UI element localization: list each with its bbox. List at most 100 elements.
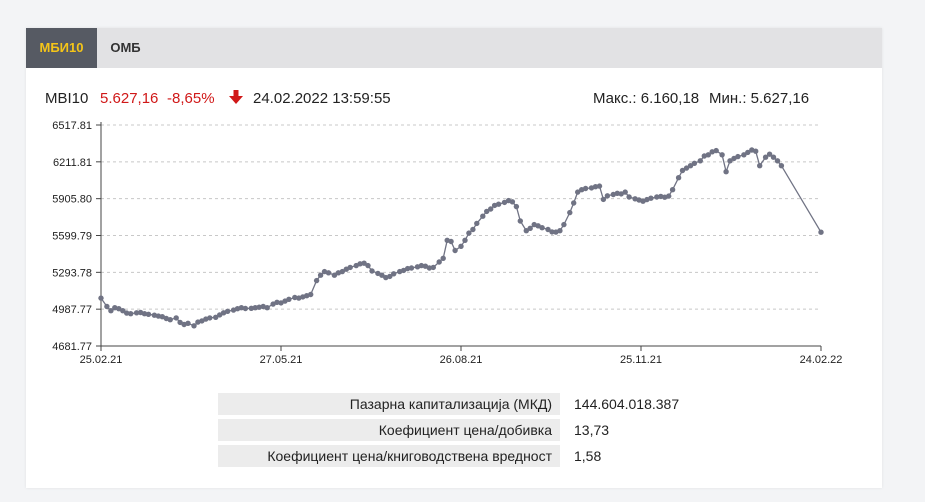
- data-point: [774, 158, 781, 164]
- data-point: [141, 311, 148, 317]
- data-point: [167, 317, 173, 323]
- data-point: [705, 152, 711, 158]
- data-point: [313, 277, 320, 284]
- y-tick-label: 6211.81: [53, 157, 92, 169]
- pb-ratio-value: 1,58: [574, 448, 602, 464]
- data-point: [675, 175, 682, 181]
- data-point: [256, 304, 262, 310]
- data-point: [523, 228, 529, 234]
- data-point: [549, 229, 555, 235]
- x-tick-label: 24.02.22: [800, 354, 843, 366]
- data-point: [339, 268, 345, 275]
- data-point: [347, 264, 353, 271]
- data-point: [191, 323, 197, 329]
- data-point: [264, 305, 270, 311]
- data-point: [365, 262, 371, 269]
- index-line-chart: 4681.77 4987.77 5293.78 5599.79 5905.80 6211.…: [52, 120, 843, 366]
- data-point: [470, 226, 476, 233]
- data-point: [561, 221, 567, 228]
- y-tick-label: 5905.80: [52, 194, 92, 206]
- quote-datetime: 24.02.2022 13:59:55: [253, 90, 391, 107]
- data-point: [387, 273, 393, 280]
- data-point: [452, 247, 458, 254]
- data-point: [735, 153, 741, 160]
- data-point: [145, 311, 152, 317]
- data-point: [697, 158, 703, 164]
- data-point: [539, 225, 545, 231]
- data-point: [317, 272, 324, 278]
- pe-ratio-value: 13,73: [574, 422, 610, 438]
- index-name: MBI10: [45, 90, 89, 107]
- data-point: [770, 154, 777, 160]
- pb-ratio-label: Коефициент цена/книговодствена вредност: [218, 445, 560, 467]
- data-point: [120, 308, 126, 314]
- data-point: [286, 296, 292, 302]
- data-point: [248, 305, 254, 311]
- data-point: [713, 147, 719, 154]
- index-change: -8,65%: [167, 90, 215, 107]
- data-point: [488, 206, 494, 212]
- data-point: [517, 218, 523, 224]
- market-cap-value: 144.604.018.387: [574, 396, 680, 412]
- data-point: [108, 308, 114, 314]
- data-point: [683, 165, 690, 171]
- data-point: [545, 226, 551, 233]
- data-point: [104, 303, 110, 310]
- data-point: [753, 148, 759, 154]
- data-point: [213, 314, 219, 320]
- data-point: [669, 187, 676, 193]
- market-cap-label: Пазарна капитализација (МКД): [218, 393, 560, 415]
- x-tick-label: 25.02.21: [80, 354, 123, 366]
- data-point: [185, 320, 191, 326]
- data-point: [596, 183, 603, 189]
- data-point: [622, 189, 628, 195]
- data-point: [116, 306, 122, 312]
- data-point: [466, 230, 472, 236]
- data-point: [604, 193, 611, 199]
- tab-omb[interactable]: ОМБ: [110, 40, 141, 55]
- stats-row: Коефициент цена/добивка 13,73: [218, 419, 679, 441]
- data-point: [480, 213, 486, 219]
- data-point: [666, 193, 672, 199]
- data-point: [509, 199, 516, 205]
- data-point: [600, 196, 607, 203]
- data-point: [727, 158, 733, 164]
- x-tick-label: 26.08.21: [440, 354, 483, 366]
- stats-row: Коефициент цена/книговодствена вредност …: [218, 445, 679, 467]
- data-point: [440, 255, 446, 261]
- data-point: [238, 305, 245, 311]
- data-point: [654, 194, 660, 200]
- x-tick-label: 27.05.21: [260, 354, 303, 366]
- data-point: [98, 295, 104, 301]
- data-point: [691, 160, 698, 166]
- data-point: [757, 163, 763, 169]
- data-point: [557, 228, 563, 234]
- max-value: Макс.: 6.160,18: [593, 90, 700, 107]
- data-point: [575, 189, 581, 195]
- data-point: [474, 220, 480, 227]
- stats-row: Пазарна капитализација (МКД) 144.604.018…: [218, 393, 679, 415]
- data-point: [484, 208, 490, 215]
- data-point: [719, 152, 725, 158]
- data-point: [495, 201, 502, 207]
- data-point: [391, 271, 397, 277]
- index-value: 5.627,16: [100, 90, 159, 107]
- data-point: [274, 299, 280, 305]
- tab-bar: МБИ10 ОМБ: [26, 28, 882, 68]
- y-tick-label: 5293.78: [52, 267, 92, 279]
- data-point: [571, 200, 577, 206]
- x-tick-label: 25.11.21: [620, 354, 662, 366]
- data-point: [513, 203, 520, 210]
- data-point: [177, 319, 183, 326]
- data-point: [679, 167, 686, 174]
- data-point: [818, 229, 824, 235]
- data-point: [379, 272, 385, 278]
- y-tick-label: 4681.77: [52, 341, 92, 353]
- data-point: [308, 291, 314, 298]
- data-point: [723, 169, 729, 175]
- tab-mbi10[interactable]: МБИ10: [26, 28, 97, 68]
- data-point: [325, 270, 332, 276]
- data-point: [331, 272, 338, 278]
- data-point: [224, 308, 231, 314]
- data-point: [567, 209, 573, 216]
